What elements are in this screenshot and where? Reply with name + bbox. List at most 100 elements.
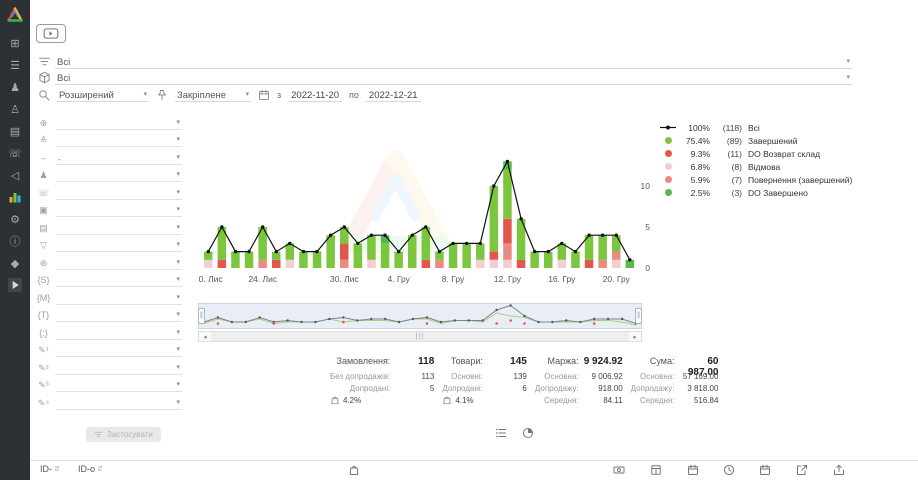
- integrations-icon: ◆: [10, 257, 20, 270]
- navigator-mini-chart: [202, 304, 638, 326]
- delivery-filter-row: ≙ ▾: [36, 130, 182, 147]
- sort-icon[interactable]: ⇵: [54, 466, 60, 473]
- products-column[interactable]: [348, 464, 360, 476]
- range-filter-row: ‒ - ▾: [36, 147, 182, 165]
- chevron-down-icon: ▾: [176, 241, 180, 248]
- stats-title: Товари:: [450, 356, 483, 366]
- stats-row-value: 5: [429, 383, 435, 393]
- chevron-down-icon: ▾: [176, 398, 180, 406]
- video-tutorial-button[interactable]: [36, 24, 66, 43]
- sidebar-item-dashboard[interactable]: ⊞: [0, 32, 30, 54]
- orders-type-select[interactable]: Всі ▾: [55, 54, 852, 69]
- utm-medium-filter-select[interactable]: ▾: [56, 292, 182, 305]
- shipping-column[interactable]: [650, 464, 662, 476]
- legend-label: Завершений: [748, 135, 798, 146]
- sort-icon[interactable]: ⇵: [97, 466, 103, 473]
- site-filter-select[interactable]: ▾: [56, 117, 182, 130]
- source-filter-select[interactable]: ▾: [56, 257, 182, 270]
- custom-field-3-filter-select[interactable]: ▾: [56, 379, 182, 392]
- utm-source-filter-select[interactable]: ▾: [56, 274, 182, 287]
- sidebar-item-contacts[interactable]: ♙: [0, 98, 30, 120]
- products-select[interactable]: Всі ▾: [55, 70, 852, 85]
- navigator-left-handle[interactable]: ∥: [198, 308, 205, 324]
- date-to-input[interactable]: 2022-12-21: [365, 87, 421, 102]
- sidebar-item-marketing[interactable]: ◁: [0, 164, 30, 186]
- order-id-column[interactable]: ID- ⇵: [40, 464, 60, 474]
- legend-count: (7): [731, 174, 742, 185]
- date-from-input[interactable]: 2022-11-20: [288, 87, 343, 102]
- legend-item-5[interactable]: 2.5% (3) DO Завершено: [660, 186, 852, 199]
- stats-row: Середня: 84.11: [535, 394, 623, 406]
- sidebar-item-clients[interactable]: ♟: [0, 76, 30, 98]
- summary-list-icon[interactable]: [495, 427, 507, 439]
- custom-field-2-filter-select[interactable]: ▾: [56, 362, 182, 375]
- sidebar-item-analytics[interactable]: [0, 186, 30, 208]
- legend-item-3[interactable]: 6.8% (8) Відмова: [660, 160, 852, 173]
- video-play-icon: [8, 278, 22, 292]
- search-icon[interactable]: [38, 89, 50, 101]
- chart-navigator[interactable]: ∥ ∥: [198, 303, 642, 329]
- range-filter-select[interactable]: - ▾: [56, 153, 182, 165]
- pinned-select[interactable]: Закріплене ▾: [175, 87, 251, 102]
- filter-panel: ⊕ ▾ ≙ ▾ ‒ - ▾ ♟ ▾ ☏ ▾ ▣ ▾ ▤ ▾ ▽ ▾ ⊛ ▾ {S} ▾ {M} ▾ {T} ▾ {;} ▾ ✎¹ ▾ ✎²…: [36, 112, 182, 410]
- stats-pct-value: 4.2%: [343, 395, 362, 405]
- legend-pct: 9.3%: [690, 148, 710, 159]
- svg-text:20. Гру: 20. Гру: [603, 274, 631, 284]
- sidebar-item-calls[interactable]: ☏: [0, 142, 30, 164]
- custom-field-1-filter-select[interactable]: ▾: [56, 344, 182, 357]
- legend-pct: 6.8%: [690, 161, 710, 172]
- chart-scrollbar[interactable]: ◂ ||| ▸: [198, 331, 642, 342]
- summary-donut-icon[interactable]: [522, 427, 534, 439]
- client-filter-select[interactable]: ▾: [56, 169, 182, 182]
- payment-filter-select[interactable]: ▾: [56, 222, 182, 235]
- navigator-right-handle[interactable]: ∥: [635, 308, 642, 324]
- product-filter-select[interactable]: ▾: [56, 204, 182, 217]
- analytics-chart-icon: [8, 190, 22, 204]
- svg-text:10: 10: [641, 181, 651, 191]
- orders-chart[interactable]: 0 5 10 20. Лис 24. Лис 30. Лис 4. Гру 8. Гру 12.…: [198, 116, 654, 294]
- funnel-filter-select[interactable]: ▾: [56, 239, 182, 252]
- sidebar-item-settings[interactable]: ⚙: [0, 208, 30, 230]
- apply-filters-button[interactable]: Застосувати: [86, 427, 161, 442]
- dashboard-icon: ⊞: [10, 37, 20, 50]
- scrollbar-thumb[interactable]: |||: [211, 332, 629, 341]
- sidebar-item-video-lessons[interactable]: [0, 274, 30, 296]
- sidebar-item-info[interactable]: ⓘ: [0, 230, 30, 252]
- products-cube-icon: [38, 71, 51, 84]
- phone-filter-select[interactable]: ▾: [56, 187, 182, 200]
- created-date-column[interactable]: [687, 464, 699, 476]
- scroll-right-arrow-icon[interactable]: ▸: [633, 333, 637, 341]
- date-to-label: по: [349, 90, 359, 100]
- external-id-column[interactable]: ID-о ⇵: [78, 464, 103, 474]
- bag-column-icon: [348, 464, 360, 476]
- custom-field-4-filter-select[interactable]: ▾: [56, 397, 182, 410]
- legend-item-0[interactable]: 100% (118) Всі: [660, 121, 852, 134]
- legend-item-2[interactable]: 9.3% (11) DO Возврат склад: [660, 147, 852, 160]
- payment-column[interactable]: [613, 464, 625, 476]
- phone-filter-icon: ☏: [37, 187, 50, 198]
- open-order-column[interactable]: [796, 464, 808, 476]
- svg-text:8. Гру: 8. Гру: [442, 274, 465, 284]
- calendar-icon: [258, 89, 270, 101]
- utm-term-filter-row: {T} ▾: [36, 305, 182, 322]
- updated-date-column[interactable]: [759, 464, 771, 476]
- legend-label: DO Завершено: [748, 187, 808, 198]
- search-mode-select[interactable]: Розширений ▾: [57, 87, 149, 102]
- export-column[interactable]: [833, 464, 845, 476]
- sidebar-item-integrations[interactable]: ◆: [0, 252, 30, 274]
- delivery-filter-select[interactable]: ▾: [56, 134, 182, 147]
- legend-item-1[interactable]: 75.4% (89) Завершений: [660, 134, 852, 147]
- orders-select-value: Всі: [57, 57, 71, 68]
- app-logo[interactable]: [4, 4, 26, 26]
- scroll-left-arrow-icon[interactable]: ◂: [203, 333, 207, 341]
- sidebar-item-orders[interactable]: ☰: [0, 54, 30, 76]
- svg-text:20. Лис: 20. Лис: [198, 274, 223, 284]
- status-time-column[interactable]: [723, 464, 735, 476]
- legend-dot-marker: [660, 137, 676, 144]
- utm-content-filter-select[interactable]: ▾: [56, 327, 182, 340]
- utm-term-filter-select[interactable]: ▾: [56, 309, 182, 322]
- legend-item-4[interactable]: 5.9% (7) Повернення (завершений): [660, 173, 852, 186]
- svg-text:5: 5: [645, 222, 650, 232]
- stats-row: Основні: 139: [442, 370, 527, 382]
- sidebar-item-documents[interactable]: ▤: [0, 120, 30, 142]
